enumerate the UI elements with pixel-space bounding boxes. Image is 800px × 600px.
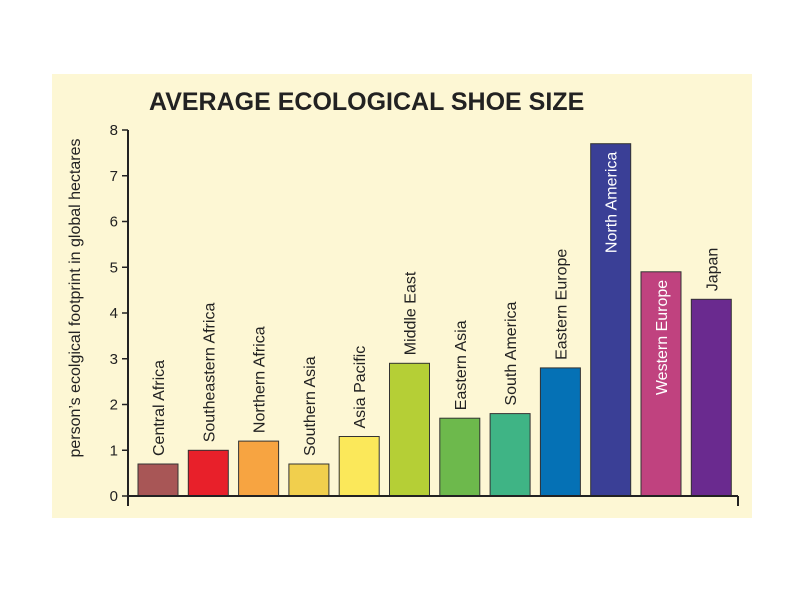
y-tick-label-4: 4 xyxy=(110,305,118,322)
bar-label-asia-pacific: Asia Pacific xyxy=(352,346,369,429)
y-tick-label-5: 5 xyxy=(110,259,118,276)
bar-label-northern-africa: Northern Africa xyxy=(252,326,269,433)
bar-asia-pacific xyxy=(338,436,380,497)
y-axis-ticks: 0 1 2 3 4 5 6 7 8 xyxy=(110,122,128,505)
bar-eastern-asia xyxy=(439,417,481,497)
bar-labels: Central Africa Southeastern Africa Norther… xyxy=(151,152,721,456)
y-tick-label-7: 7 xyxy=(110,168,118,185)
bar-label-japan: Japan xyxy=(704,248,721,292)
y-tick-label-8: 8 xyxy=(110,122,118,139)
bar-chart: AVERAGE ECOLOGICAL SHOE SIZE person’s ec… xyxy=(67,88,739,506)
bar-northern-africa xyxy=(238,440,280,497)
bar-label-eastern-europe: Eastern Europe xyxy=(553,249,570,360)
bar-label-southern-asia: Southern Asia xyxy=(302,356,319,456)
bar-label-north-america: North America xyxy=(604,152,621,253)
bar-label-southeastern-africa: Southeastern Africa xyxy=(201,303,218,443)
bar-middle-east xyxy=(389,362,430,497)
y-tick-label-3: 3 xyxy=(110,351,118,368)
bar-label-south-america: South America xyxy=(503,301,520,405)
bar-south-america xyxy=(489,413,531,497)
bar-eastern-europe xyxy=(539,367,581,497)
chart-title: AVERAGE ECOLOGICAL SHOE SIZE xyxy=(149,88,584,116)
bar-southern-asia xyxy=(288,463,330,497)
bar-label-eastern-asia: Eastern Asia xyxy=(453,320,470,410)
y-tick-label-6: 6 xyxy=(110,214,118,231)
bars xyxy=(137,143,732,497)
bar-japan xyxy=(690,298,732,497)
bar-north-america xyxy=(590,143,632,497)
bar-label-western-europe: Western Europe xyxy=(654,280,671,395)
bar-southeastern-africa xyxy=(187,449,229,497)
y-tick-label-0: 0 xyxy=(110,488,118,505)
bar-label-middle-east: Middle East xyxy=(403,271,420,355)
bar-central-africa xyxy=(137,463,179,497)
chart-panel: AVERAGE ECOLOGICAL SHOE SIZE person’s ec… xyxy=(52,74,752,518)
y-tick-label-2: 2 xyxy=(110,397,118,414)
y-tick-label-1: 1 xyxy=(110,442,118,459)
bar-label-central-africa: Central Africa xyxy=(151,360,168,456)
y-axis-label: person’s ecolgical footprint in global h… xyxy=(67,138,84,457)
